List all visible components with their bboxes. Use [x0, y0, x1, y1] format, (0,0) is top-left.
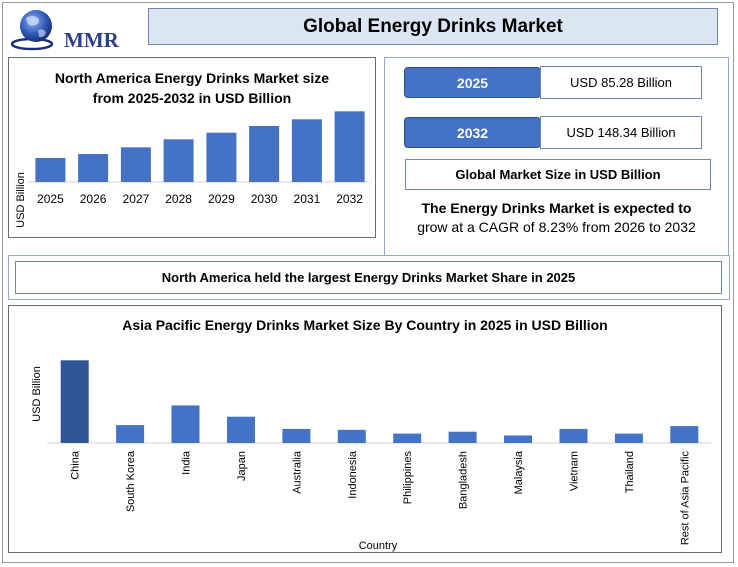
tick-label-2026: 2026	[80, 192, 107, 206]
bar-malaysia	[504, 435, 532, 443]
bar-indonesia	[337, 429, 366, 443]
y-axis-label: USD Billion	[15, 172, 27, 228]
kpi-value-2025: USD 85.28 Billion	[540, 66, 702, 99]
market-size-kpi-panel: 2025 USD 85.28 Billion 2032 USD 148.34 B…	[384, 57, 729, 257]
globe-icon	[10, 10, 54, 51]
chart-title-line-1: North America Energy Drinks Market size	[54, 70, 330, 86]
cagr-statement: The Energy Drinks Market is expected to …	[385, 199, 728, 237]
bar-thailand	[614, 433, 643, 443]
bar-china	[60, 360, 89, 443]
tick-label-thailand: Thailand	[624, 451, 636, 493]
tick-label-2028: 2028	[165, 192, 192, 206]
tick-label-rest-of-asia-pacific: Rest of Asia Pacific	[679, 451, 691, 546]
asia-pacific-chart-title: Asia Pacific Energy Drinks Market Size B…	[122, 317, 608, 333]
bar-philippines	[393, 433, 422, 443]
tick-label-2032: 2032	[336, 192, 363, 206]
kpi-year-2025: 2025	[404, 67, 541, 98]
page-title: Global Energy Drinks Market	[148, 8, 718, 45]
north-america-bar-chart: USD Billion 2025 2026 2027 2028 2029 2030 2031…	[15, 111, 369, 228]
bar-2025	[35, 158, 66, 182]
kpi-value-2032: USD 148.34 Billion	[540, 116, 702, 149]
bar-rest-of-asia-pacific	[670, 426, 699, 443]
bar-japan	[227, 416, 255, 443]
bar-2029	[206, 132, 237, 182]
tick-label-2027: 2027	[123, 192, 150, 206]
market-share-banner: North America held the largest Energy Dr…	[8, 255, 730, 300]
logo-text: MMR	[64, 28, 119, 52]
asia-pacific-chart-panel: Asia Pacific Energy Drinks Market Size B…	[8, 305, 722, 553]
bar-2032	[334, 111, 365, 182]
tick-label-south-korea: South Korea	[125, 450, 137, 512]
tick-label-bangladesh: Bangladesh	[458, 451, 470, 509]
mmr-logo: MMR	[10, 6, 120, 54]
bar-2028	[163, 139, 194, 182]
cagr-line-1: The Energy Drinks Market is expected to	[421, 200, 692, 216]
bar-south-korea	[116, 425, 145, 443]
north-america-chart-title: North America Energy Drinks Market size …	[9, 68, 375, 108]
bar-bangladesh	[448, 431, 477, 443]
bar-2030	[249, 126, 280, 182]
market-share-statement: North America held the largest Energy Dr…	[15, 261, 722, 294]
y-axis-label: USD Billion	[31, 366, 43, 422]
bar-2027	[120, 147, 151, 182]
x-axis-label: Country	[359, 540, 398, 552]
bar-australia	[282, 428, 311, 443]
tick-label-india: India	[181, 450, 193, 475]
tick-label-2031: 2031	[294, 192, 321, 206]
tick-label-philippines: Philippines	[402, 451, 414, 505]
bar-vietnam	[559, 428, 588, 443]
bar-india	[171, 405, 200, 443]
asia-pacific-bar-chart: USD Billion China South Korea India Japan Au…	[31, 360, 711, 552]
cagr-line-2: grow at a CAGR of 8.23% from 2026 to 203…	[417, 219, 696, 235]
tick-label-2030: 2030	[251, 192, 278, 206]
bar-2031	[291, 119, 322, 182]
north-america-chart-panel: North America Energy Drinks Market size …	[8, 57, 376, 238]
tick-label-china: China	[70, 450, 82, 480]
global-market-size-label: Global Market Size in USD Billion	[405, 159, 711, 190]
tick-label-2025: 2025	[37, 192, 64, 206]
chart-title-line-2: from 2025-2032 in USD Billion	[92, 90, 292, 106]
tick-label-malaysia: Malaysia	[513, 450, 525, 494]
kpi-year-2032: 2032	[404, 117, 541, 148]
tick-label-2029: 2029	[208, 192, 235, 206]
tick-label-japan: Japan	[236, 451, 248, 481]
tick-label-indonesia: Indonesia	[347, 450, 359, 499]
tick-label-australia: Australia	[291, 450, 303, 494]
bar-2026	[78, 154, 109, 182]
tick-label-vietnam: Vietnam	[569, 451, 581, 491]
